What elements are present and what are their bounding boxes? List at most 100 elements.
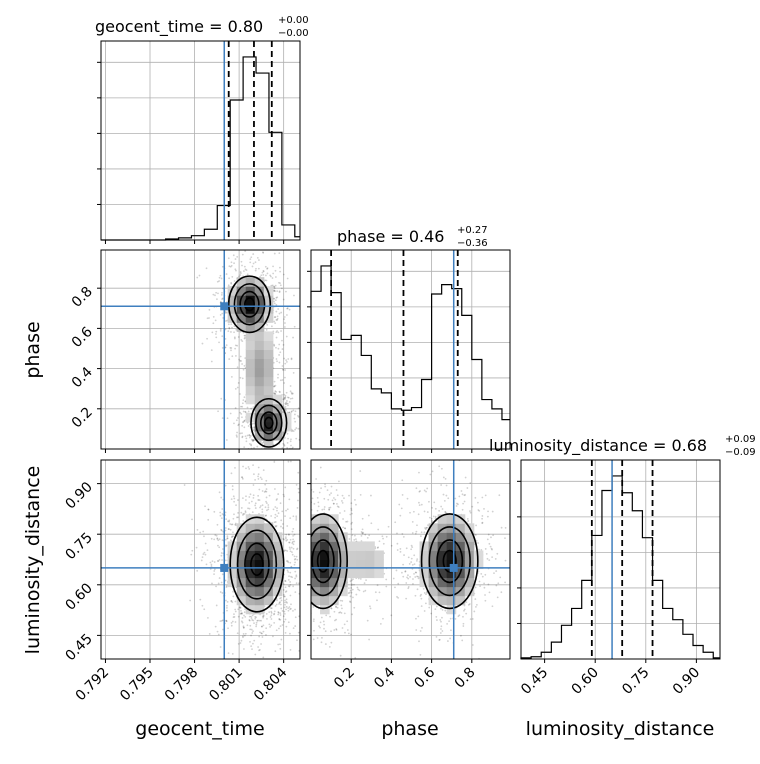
sample-point (230, 281, 233, 284)
sample-point (266, 509, 268, 512)
sample-point (349, 513, 352, 516)
sample-point (281, 624, 284, 626)
sample-point (282, 344, 285, 346)
sample-point (232, 616, 235, 619)
sample-point (449, 617, 452, 620)
sample-point (244, 511, 247, 514)
sample-point (295, 483, 298, 486)
sample-point (307, 666, 309, 668)
sample-point (311, 497, 314, 500)
density-cell (455, 532, 466, 542)
sample-point (239, 642, 242, 644)
sample-point (411, 532, 414, 534)
density-cell (236, 595, 247, 606)
density-cell (272, 586, 283, 597)
sample-point (234, 347, 237, 350)
sample-point (219, 511, 222, 514)
sample-point (260, 632, 263, 635)
sample-point (262, 656, 265, 659)
sample-point (288, 308, 291, 311)
sample-point (287, 621, 290, 624)
x-tick-label: 0.75 (619, 665, 652, 698)
density-cell (254, 304, 265, 314)
sample-point (236, 366, 239, 369)
sample-point (241, 617, 244, 619)
sample-point (476, 435, 478, 437)
sample-point (423, 510, 426, 513)
sample-point (276, 319, 279, 321)
sample-point (289, 594, 292, 597)
sample-point (234, 268, 237, 271)
density-cell (455, 550, 466, 560)
sample-point (274, 525, 277, 527)
sample-point (260, 625, 263, 628)
sample-point (434, 517, 437, 520)
sample-point (317, 505, 320, 508)
sample-point (237, 499, 239, 501)
sample-point (414, 576, 417, 578)
sample-point (246, 434, 249, 437)
sample-point (465, 601, 468, 604)
sample-point (427, 524, 429, 527)
density-cell (437, 550, 448, 560)
sample-point (458, 614, 461, 617)
histogram-phase (310, 265, 510, 449)
sample-point (351, 613, 354, 616)
sample-point (199, 531, 202, 534)
sample-point (252, 496, 255, 499)
sample-point (297, 414, 299, 417)
sample-point (390, 544, 393, 547)
sample-point (396, 595, 398, 598)
sample-point (286, 307, 289, 310)
sample-point (319, 466, 322, 469)
sample-point (233, 262, 235, 265)
sample-point (264, 490, 267, 493)
sample-point (438, 465, 441, 468)
sample-point (333, 497, 335, 499)
sample-point (350, 633, 352, 636)
sample-point (483, 507, 485, 510)
sample-point (241, 405, 244, 408)
sample-point (226, 417, 229, 420)
sample-point (252, 642, 254, 645)
sample-point (312, 490, 315, 493)
density-cell (320, 559, 330, 570)
density-cell (320, 586, 330, 597)
density-cell (254, 376, 265, 387)
sample-point (417, 575, 420, 578)
sample-point (497, 582, 500, 585)
sample-point (257, 458, 259, 460)
sample-point (247, 507, 249, 510)
sample-point (272, 265, 274, 268)
sample-point (300, 559, 302, 561)
sample-point (397, 582, 400, 585)
sample-point (484, 594, 486, 596)
sample-point (276, 360, 278, 363)
density-cell (428, 541, 439, 551)
sample-point (224, 538, 227, 541)
sample-point (500, 591, 503, 594)
sample-point (303, 543, 305, 545)
sample-point (260, 643, 262, 645)
density-cell (320, 568, 330, 579)
sample-point (338, 611, 340, 614)
sample-point (367, 514, 370, 517)
sample-point (275, 296, 278, 299)
sample-point (270, 612, 273, 614)
sample-point (477, 548, 480, 551)
density-cell (338, 550, 348, 560)
sample-point (251, 265, 254, 268)
sample-point (290, 444, 292, 447)
sample-point (410, 557, 413, 560)
sample-point (289, 571, 292, 574)
sample-point (278, 354, 280, 356)
sample-point (277, 347, 280, 350)
sample-point (273, 300, 275, 303)
sample-point (220, 552, 223, 554)
sample-point (283, 549, 286, 552)
sample-point (215, 604, 218, 607)
sample-point (312, 606, 315, 608)
sample-point (265, 477, 267, 479)
sample-point (307, 545, 309, 547)
sample-point (291, 523, 293, 525)
